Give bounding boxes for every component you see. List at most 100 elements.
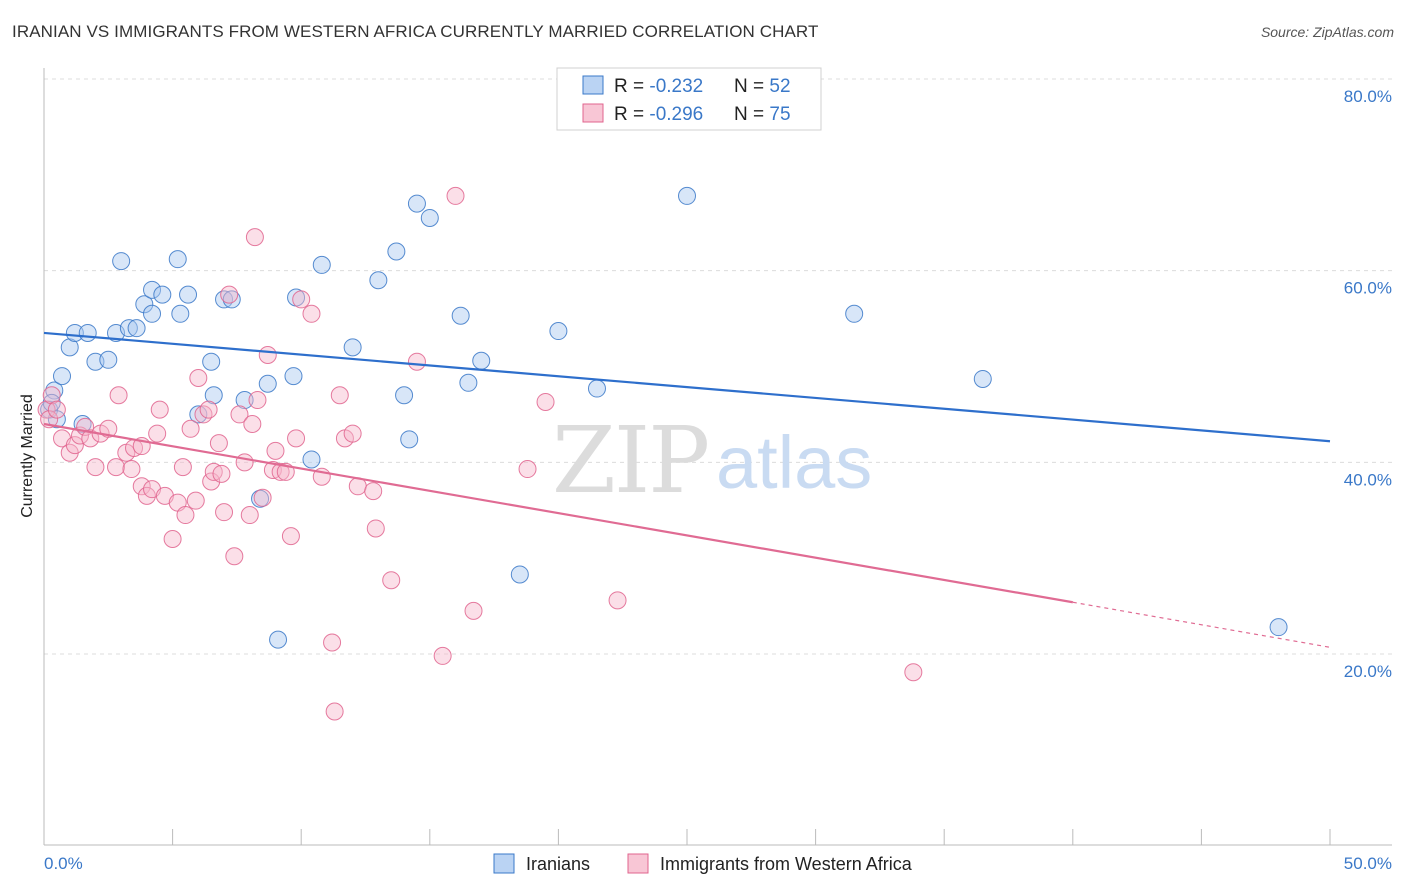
- western-africa-point-2: [42, 386, 61, 405]
- legend-r-value-2: -0.296: [649, 104, 703, 125]
- western-africa-point-49: [271, 462, 290, 481]
- iranians-point-9: [112, 252, 131, 271]
- western-africa-point-29: [186, 491, 205, 510]
- western-africa-point-71: [608, 591, 627, 610]
- iranians-point-32: [343, 338, 362, 357]
- western-africa-point-56: [323, 633, 342, 652]
- iranians-point-44: [587, 379, 606, 398]
- western-africa-point-70: [536, 392, 555, 411]
- legend-n-label-1: N =: [734, 76, 769, 97]
- iranians-point-40: [459, 373, 478, 392]
- iranians-point-22: [215, 290, 234, 309]
- western-africa-point-14: [109, 386, 128, 405]
- legend-swatch-iranians: [582, 75, 604, 95]
- trend-line-western-africa: [43, 422, 1073, 604]
- gridlines: [44, 78, 1392, 655]
- iranians-point-45: [678, 186, 696, 205]
- iranians-point-3: [60, 338, 79, 357]
- x-tick-label-min: 0.0%: [44, 854, 83, 873]
- watermark: ZIP atlas: [552, 407, 872, 514]
- iranians-point-34: [387, 242, 406, 261]
- western-africa-point-69: [518, 460, 537, 479]
- western-africa-point-22: [150, 400, 169, 419]
- western-africa-point-63: [366, 519, 385, 538]
- western-africa-point-28: [181, 419, 200, 438]
- western-africa-point-30: [189, 369, 208, 387]
- watermark-atlas: atlas: [716, 421, 872, 504]
- western-africa-point-42: [240, 506, 259, 525]
- trend-lines: [43, 331, 1331, 648]
- series-western-africa: [37, 186, 923, 721]
- iranians-point-13: [143, 280, 162, 299]
- iranians-point-18: [179, 285, 198, 304]
- western-africa-point-52: [287, 429, 306, 448]
- western-africa-point-57: [325, 702, 344, 721]
- western-africa-point-64: [382, 571, 401, 590]
- western-africa-point-46: [258, 346, 277, 364]
- iranians-point-42: [510, 565, 529, 584]
- iranians-point-46: [845, 304, 864, 323]
- y-tick-label-80: 80.0%: [1344, 87, 1392, 106]
- iranians-point-26: [258, 374, 277, 393]
- western-africa-point-34: [204, 462, 223, 481]
- iranians-point-10: [119, 319, 138, 338]
- legend-n-value-2: 75: [769, 104, 790, 125]
- iranians-point-31: [312, 255, 331, 274]
- western-africa-point-44: [248, 391, 267, 410]
- iranians-point-28: [284, 367, 303, 386]
- legend-swatch-western-africa: [582, 103, 604, 123]
- legend-r-label-1: R =: [614, 76, 649, 97]
- western-africa-point-43: [243, 415, 262, 433]
- chart-title: IRANIAN VS IMMIGRANTS FROM WESTERN AFRIC…: [12, 22, 819, 41]
- western-africa-point-73: [245, 228, 264, 247]
- western-africa-point-37: [215, 503, 234, 522]
- iranians-point-38: [420, 208, 439, 227]
- legend-r-label-2: R =: [614, 104, 649, 125]
- legend-n-row-2: N = 75: [734, 104, 791, 125]
- watermark-zip: ZIP: [552, 407, 708, 514]
- iranians-point-12: [135, 295, 154, 314]
- western-africa-point-54: [302, 304, 321, 323]
- western-africa-point-26: [173, 458, 192, 477]
- source-note: Source: ZipAtlas.com: [1260, 24, 1394, 40]
- western-africa-point-13: [107, 458, 126, 477]
- iranians-point-5: [78, 323, 97, 342]
- western-africa-point-45: [253, 488, 272, 507]
- trend-line-western-africa-extrapolated: [1072, 601, 1331, 648]
- correlation-legend: R = -0.232 N = 52 R = -0.296 N = 75: [556, 67, 822, 131]
- western-africa-point-3: [47, 400, 66, 419]
- western-africa-point-67: [446, 186, 465, 205]
- legend-n-value-1: 52: [769, 76, 790, 97]
- western-africa-point-36: [212, 464, 231, 483]
- western-africa-point-18: [132, 477, 151, 496]
- y-axis-label: Currently Married: [19, 394, 36, 518]
- bottom-legend-label-iranians: Iranians: [526, 854, 590, 874]
- iranians-point-43: [549, 322, 568, 341]
- iranians-point-11: [127, 319, 146, 338]
- iranians-point-27: [269, 630, 288, 649]
- iranians-point-41: [472, 351, 491, 370]
- iranians-point-14: [153, 285, 172, 304]
- x-axis-ticks: [43, 829, 1331, 845]
- iranians-point-19: [202, 352, 221, 371]
- western-africa-point-6: [65, 436, 84, 455]
- legend-row-2: R = -0.296: [614, 104, 703, 125]
- iranians-point-4: [65, 323, 84, 342]
- western-africa-point-27: [176, 506, 195, 525]
- western-africa-point-24: [163, 530, 182, 548]
- iranians-point-47: [973, 369, 992, 388]
- iranians-point-23: [222, 290, 241, 309]
- y-tick-label-40: 40.0%: [1344, 470, 1392, 489]
- western-africa-point-31: [194, 405, 213, 424]
- western-africa-point-41: [235, 453, 254, 472]
- western-africa-point-68: [464, 601, 483, 620]
- western-africa-point-48: [266, 441, 285, 460]
- bottom-legend-label-western-africa: Immigrants from Western Africa: [660, 854, 913, 874]
- western-africa-point-58: [330, 386, 349, 405]
- western-africa-point-12: [99, 419, 118, 438]
- iranians-point-48: [1269, 618, 1288, 637]
- iranians-point-39: [451, 306, 470, 325]
- western-africa-point-21: [148, 424, 167, 443]
- western-africa-point-65: [407, 352, 426, 371]
- western-africa-point-62: [364, 482, 383, 501]
